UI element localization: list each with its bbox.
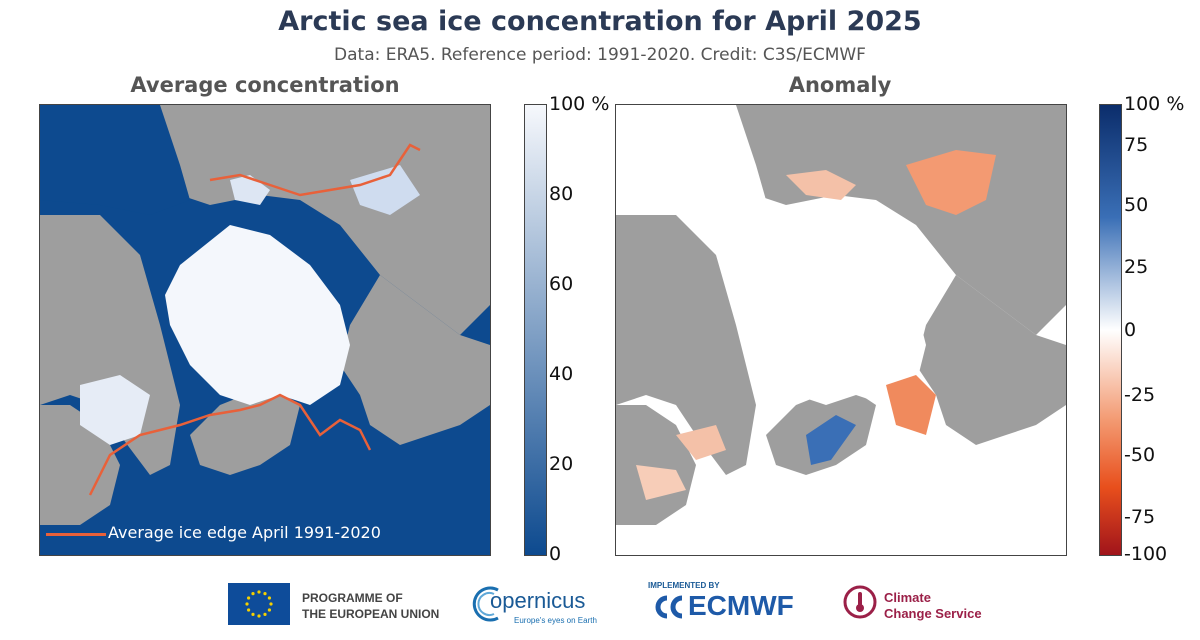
- eu-label-line2: THE EUROPEAN UNION: [302, 607, 440, 621]
- c3s-label-line2: Change Service: [884, 606, 982, 621]
- concentration-map-graphic: [40, 105, 490, 555]
- anomaly-tick-minus-100: -100: [1124, 543, 1168, 565]
- copernicus-logo: opernicus Europe's eyes on Earth: [472, 582, 602, 628]
- anomaly-tick-50: 50: [1124, 194, 1149, 216]
- colorbar-tick-80: 80: [549, 183, 574, 205]
- anomaly-tick-minus-25: -25: [1124, 384, 1156, 406]
- colorbar-tick-40: 40: [549, 363, 574, 385]
- ecmwf-wave-icon: [648, 594, 686, 620]
- colorbar-unit: %: [591, 93, 610, 115]
- c3s-circle-icon: [843, 585, 877, 619]
- c3s-label-line1: Climate: [884, 590, 931, 605]
- eu-stars-icon: [245, 590, 273, 618]
- concentration-colorbar: [524, 104, 547, 556]
- eu-label-line1: PROGRAMME OF: [302, 591, 403, 605]
- anomaly-colorbar-unit: %: [1166, 93, 1185, 115]
- left-panel-title: Average concentration: [130, 73, 400, 97]
- colorbar-tick-0: 0: [549, 543, 562, 565]
- anomaly-tick-minus-75: -75: [1124, 506, 1156, 528]
- anomaly-tick-0: 0: [1124, 319, 1137, 341]
- ecmwf-swirl-icon: [655, 595, 683, 619]
- ecmwf-implemented-by: IMPLEMENTED BY: [648, 581, 720, 590]
- copernicus-c-icon: [472, 586, 499, 622]
- c3s-thermometer-icon: [842, 584, 878, 620]
- anomaly-colorbar: [1099, 104, 1122, 556]
- right-panel-title: Anomaly: [788, 73, 892, 97]
- colorbar-tick-60: 60: [549, 273, 574, 295]
- anomaly-tick-minus-50: -50: [1124, 444, 1156, 466]
- anomaly-tick-75: 75: [1124, 134, 1149, 156]
- copernicus-wordmark: opernicus: [490, 588, 586, 613]
- ecmwf-wordmark: ECMWF: [688, 590, 794, 621]
- ice-edge-legend-line: [46, 533, 106, 536]
- ice-edge-legend-label: Average ice edge April 1991-2020: [108, 523, 381, 542]
- c3s-label: Climate Change Service: [884, 590, 982, 622]
- anomaly-tick-100: 100 %: [1124, 93, 1185, 115]
- copernicus-tagline: Europe's eyes on Earth: [514, 616, 597, 625]
- anomaly-tick-25: 25: [1124, 256, 1149, 278]
- page-title: Arctic sea ice concentration for April 2…: [278, 6, 922, 37]
- anomaly-map: [615, 104, 1067, 556]
- page-subtitle: Data: ERA5. Reference period: 1991-2020.…: [334, 45, 866, 65]
- eu-programme-label: PROGRAMME OF THE EUROPEAN UNION: [302, 590, 439, 622]
- eu-flag-logo: [228, 583, 290, 625]
- anomaly-map-graphic: [616, 105, 1066, 555]
- colorbar-tick-100: 100 %: [549, 93, 610, 115]
- concentration-map: Average ice edge April 1991-2020: [39, 104, 491, 556]
- colorbar-tick-20: 20: [549, 453, 574, 475]
